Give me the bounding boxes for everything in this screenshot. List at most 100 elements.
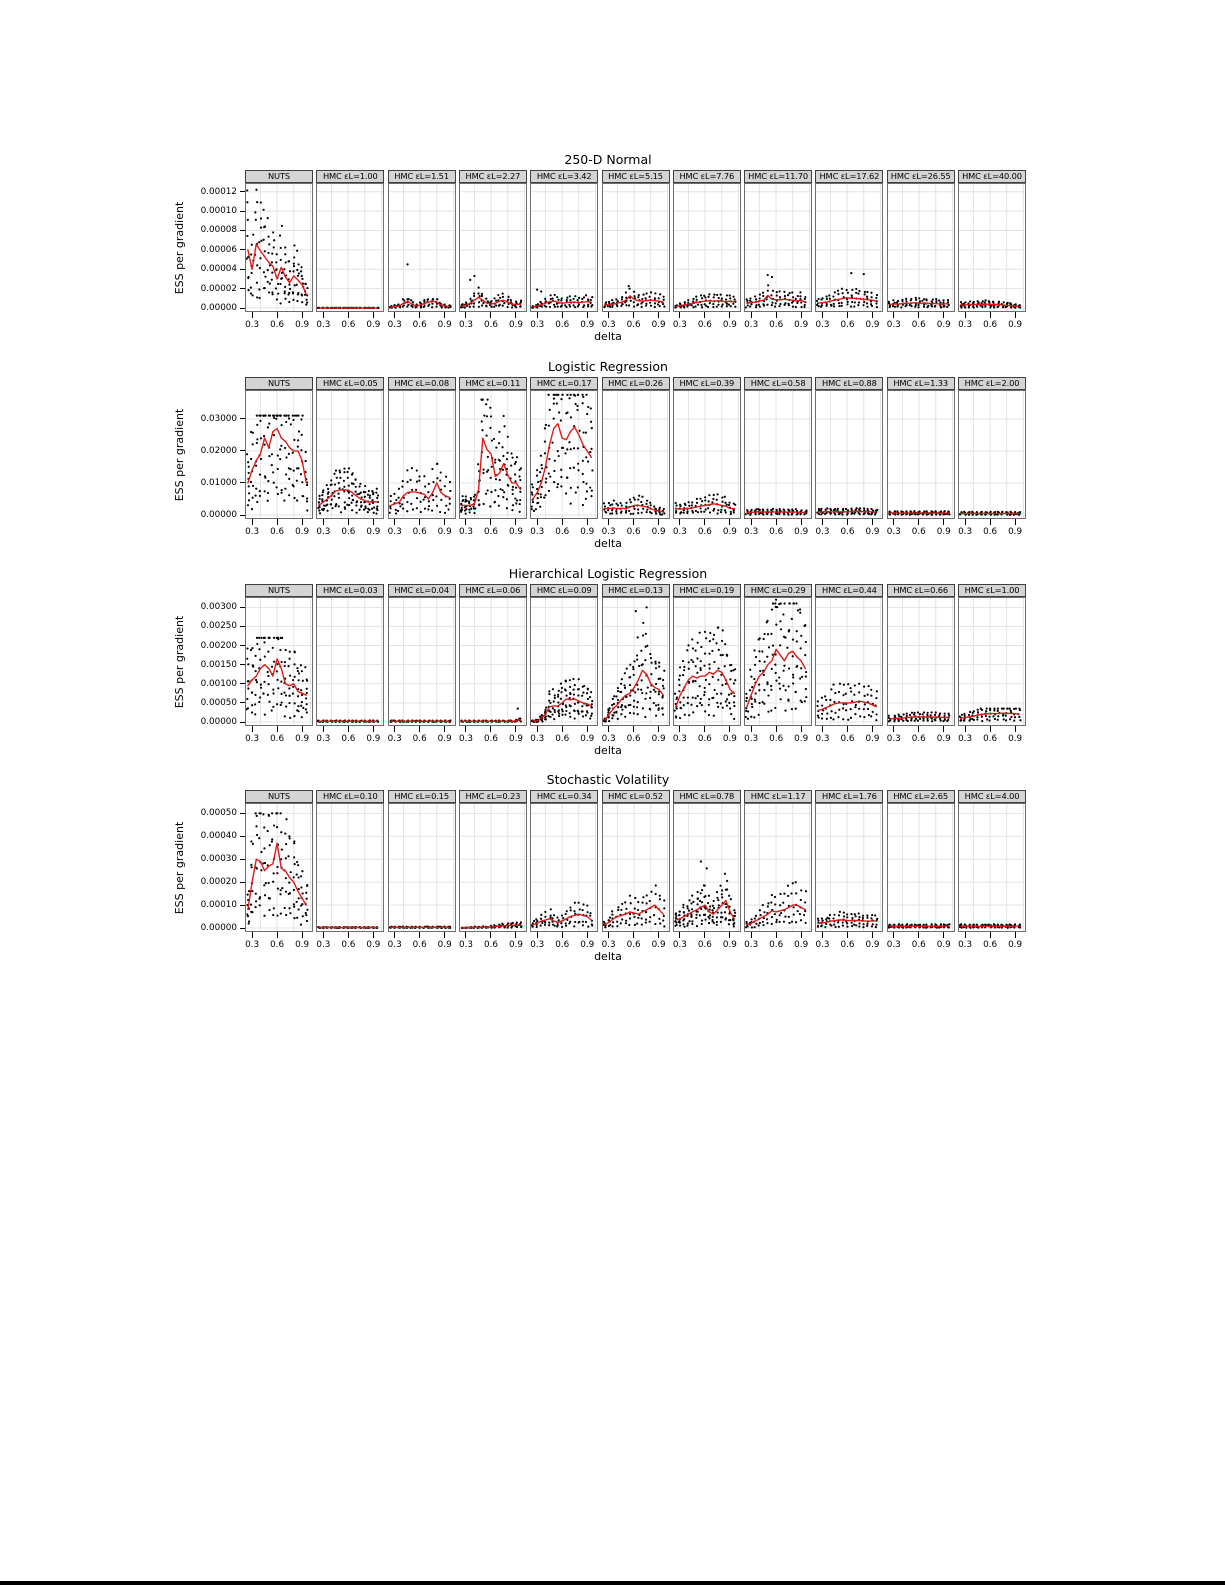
x-tick-mark — [251, 312, 253, 318]
facet-panel — [672, 597, 741, 726]
y-tick-label: 0.00020 — [200, 877, 237, 888]
x-tick-label: 0.3 — [387, 734, 402, 744]
panel-plot — [672, 390, 741, 519]
x-tick-mark — [943, 312, 945, 318]
panel-plot — [815, 183, 884, 312]
y-tick-label: 0.00006 — [200, 244, 237, 255]
x-tick-mark — [465, 932, 467, 938]
x-tick-mark — [633, 932, 635, 938]
facet-strip: HMC εL=4.00 — [958, 790, 1026, 803]
x-tick-mark — [465, 726, 467, 732]
y-tick-mark — [240, 702, 245, 704]
panel-plot — [245, 597, 313, 726]
x-tick-mark — [846, 726, 848, 732]
facet-strip: NUTS — [245, 377, 313, 390]
facet-strip: HMC εL=0.03 — [316, 584, 385, 597]
y-tick-label: 0.00002 — [200, 283, 237, 294]
facet-panel — [530, 597, 599, 726]
panel-plot — [387, 803, 456, 932]
panel-plot — [886, 803, 955, 932]
x-tick-mark — [444, 519, 446, 525]
x-tick-label: 0.9 — [936, 734, 951, 744]
x-tick-label: 0.6 — [697, 734, 712, 744]
x-tick-mark — [372, 932, 374, 938]
y-tick-label: 0.03000 — [200, 413, 237, 424]
x-tick-mark — [276, 932, 278, 938]
x-tick-label: 0.9 — [508, 527, 523, 537]
x-tick-label: 0.9 — [366, 527, 381, 537]
panel-plot — [815, 390, 884, 519]
x-tick-label: 0.6 — [341, 527, 356, 537]
y-tick-mark — [240, 450, 245, 452]
panel-plot — [458, 183, 527, 312]
x-tick-mark — [251, 726, 253, 732]
x-tick-label: 0.3 — [815, 320, 830, 330]
facet-strip: HMC εL=2.27 — [458, 170, 527, 183]
y-axis-label: ESS per gradient — [173, 821, 186, 914]
x-tick-label: 0.9 — [722, 940, 737, 950]
x-tick-label: 0.9 — [580, 320, 595, 330]
panel-plot — [530, 183, 599, 312]
x-tick-mark — [490, 726, 492, 732]
x-tick-mark — [750, 519, 752, 525]
x-tick-label: 0.3 — [744, 527, 759, 537]
panel-plot — [672, 597, 741, 726]
facet-strip: HMC εL=17.62 — [815, 170, 884, 183]
x-tick-mark — [515, 519, 517, 525]
facet-strip: HMC εL=40.00 — [958, 170, 1026, 183]
x-tick-mark — [775, 312, 777, 318]
x-tick-label: 0.3 — [744, 734, 759, 744]
facet-panel — [530, 390, 599, 519]
x-tick-label: 0.6 — [270, 320, 285, 330]
x-tick-label: 0.9 — [437, 940, 452, 950]
y-tick-mark — [240, 812, 245, 814]
panel-plot — [886, 597, 955, 726]
panel-plot — [744, 390, 813, 519]
facet-panel — [601, 390, 670, 519]
x-tick-label: 0.3 — [815, 940, 830, 950]
x-tick-label: 0.9 — [366, 320, 381, 330]
panel-plot — [245, 183, 313, 312]
panel-plot — [601, 183, 670, 312]
x-tick-label: 0.9 — [295, 527, 310, 537]
x-tick-mark — [679, 726, 681, 732]
y-tick-label: 0.00000 — [200, 303, 237, 313]
x-tick-label: 0.3 — [672, 527, 687, 537]
panel-plot — [672, 183, 741, 312]
facet-panel — [458, 597, 527, 726]
y-tick-label: 0.00000 — [200, 717, 237, 727]
panel-plot — [458, 597, 527, 726]
x-tick-label: 0.6 — [769, 940, 784, 950]
x-tick-label: 0.3 — [601, 940, 616, 950]
x-tick-label: 0.6 — [697, 527, 712, 537]
x-tick-mark — [444, 726, 446, 732]
x-tick-mark — [347, 312, 349, 318]
x-tick-mark — [586, 519, 588, 525]
x-tick-label: 0.3 — [886, 734, 901, 744]
x-tick-mark — [394, 519, 396, 525]
facet-strip: HMC εL=0.44 — [815, 584, 884, 597]
y-tick-mark — [240, 268, 245, 270]
x-tick-label: 0.3 — [316, 527, 331, 537]
x-tick-label: 0.9 — [508, 940, 523, 950]
x-tick-mark — [800, 932, 802, 938]
x-tick-mark — [515, 312, 517, 318]
y-tick-mark — [240, 721, 245, 723]
x-tick-label: 0.9 — [1008, 940, 1023, 950]
x-tick-label: 0.3 — [245, 940, 260, 950]
x-tick-mark — [276, 312, 278, 318]
x-tick-mark — [821, 726, 823, 732]
panel-plot — [458, 803, 527, 932]
page-bottom-rule — [0, 1581, 1225, 1585]
x-tick-label: 0.3 — [316, 320, 331, 330]
facet-panel — [245, 183, 313, 312]
x-tick-label: 0.9 — [794, 320, 809, 330]
x-tick-label: 0.3 — [530, 527, 545, 537]
panel-plot — [387, 597, 456, 726]
x-tick-label: 0.9 — [651, 320, 666, 330]
y-tick-label: 0.00004 — [200, 264, 237, 275]
facet-strip: HMC εL=0.15 — [387, 790, 456, 803]
y-tick-label: 0.00050 — [200, 697, 237, 708]
facet-strip: HMC εL=1.76 — [815, 790, 884, 803]
x-tick-label: 0.3 — [530, 320, 545, 330]
